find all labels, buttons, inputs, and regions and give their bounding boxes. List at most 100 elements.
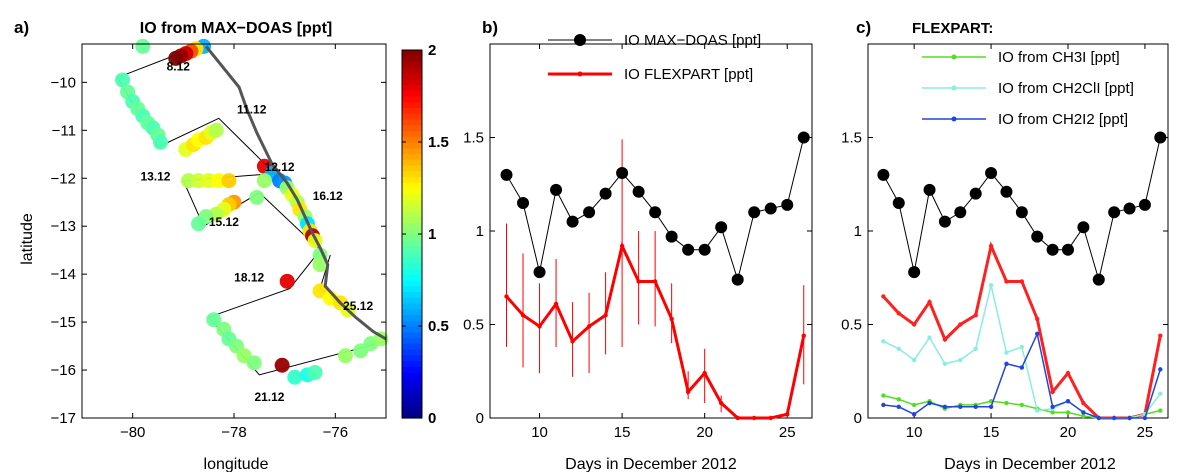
y-tick-label: −16: [51, 362, 76, 379]
data-point: [1015, 206, 1028, 219]
data-point: [550, 183, 563, 196]
scatter-point: [208, 122, 224, 138]
colorbar-segment: [402, 182, 422, 189]
coastline: [204, 45, 387, 341]
data-point: [619, 243, 625, 249]
x-tick-label: 15: [614, 424, 631, 441]
data-point: [1031, 230, 1044, 243]
series-1: [504, 139, 806, 421]
data-point: [1077, 221, 1090, 234]
colorbar: 0 0.5 1 1.5 2: [401, 42, 449, 427]
data-point: [1050, 404, 1055, 409]
colorbar-segment: [402, 107, 422, 114]
data-point: [927, 335, 932, 340]
series-line: [882, 241, 1162, 420]
colorbar-segment: [402, 245, 422, 252]
data-point: [988, 404, 994, 409]
data-point: [533, 266, 546, 279]
data-point: [715, 221, 728, 234]
data-point: [1019, 344, 1025, 350]
x-tick-label: 20: [696, 424, 713, 441]
data-point: [735, 415, 740, 421]
y-tick-label: 1.5: [463, 130, 484, 147]
scatter-point: [287, 369, 303, 385]
y-tick-label: 0: [854, 410, 862, 427]
data-point: [1081, 400, 1086, 406]
panel-b-xlabel: Days in December 2012: [565, 456, 737, 472]
series-1: [881, 241, 1163, 421]
data-point: [632, 185, 645, 198]
y-tick-label: 0.5: [841, 317, 862, 334]
y-tick-label: 1.5: [841, 130, 862, 147]
data-point: [985, 167, 998, 180]
colorbar-tick-label: 1: [428, 226, 436, 243]
data-point: [1035, 331, 1040, 337]
colorbar-segment: [402, 280, 422, 287]
data-point: [942, 337, 948, 342]
y-tick-label: 0.5: [463, 317, 484, 334]
data-point: [942, 404, 948, 409]
data-point: [603, 312, 608, 318]
panel-a-ylabel: latitude: [19, 213, 36, 265]
data-point: [1019, 402, 1025, 408]
legend-label: IO FLEXPART [ppt]: [624, 66, 753, 83]
data-point: [599, 187, 612, 200]
colorbar-segment: [402, 142, 422, 149]
y-tick-label: 1: [854, 223, 862, 240]
colorbar-segment: [402, 119, 422, 126]
colorbar-segment: [402, 239, 422, 247]
date-annotation: 15.12: [209, 215, 239, 229]
colorbar-segment: [402, 337, 422, 344]
data-point: [566, 215, 579, 228]
scatter-point: [307, 364, 323, 380]
data-point: [958, 357, 963, 363]
colorbar-segment: [402, 153, 422, 160]
data-point: [1092, 273, 1105, 286]
colorbar-segment: [402, 165, 422, 172]
colorbar-segment: [402, 50, 422, 57]
data-point: [1096, 415, 1101, 421]
date-annotation: 16.12: [313, 189, 343, 203]
colorbar-segment: [402, 406, 422, 413]
x-tick-label: 10: [531, 424, 548, 441]
data-point: [896, 404, 901, 409]
data-point: [958, 404, 963, 409]
colorbar-segment: [402, 113, 422, 120]
legend-marker: [951, 54, 957, 60]
data-point: [911, 402, 917, 408]
data-point: [731, 273, 744, 286]
panel-c: c) FLEXPART: Days in December 2012 10 15 2…: [841, 18, 1169, 472]
data-point: [781, 198, 794, 211]
data-point: [1142, 415, 1148, 421]
data-point: [896, 397, 901, 402]
data-point: [570, 339, 575, 344]
scatter-point: [249, 189, 265, 205]
data-point: [1123, 202, 1136, 215]
y-tick-label: −15: [51, 314, 76, 331]
data-point: [1004, 279, 1009, 284]
colorbar-tick-label: 0: [428, 410, 436, 427]
x-tick-label: 10: [906, 424, 923, 441]
data-point: [1081, 413, 1086, 419]
data-point: [969, 187, 982, 200]
legend-label: IO from CH2I2 [ppt]: [998, 111, 1128, 128]
legend-marker: [951, 85, 957, 91]
colorbar-segment: [402, 343, 422, 350]
data-point: [881, 339, 886, 344]
panel-a-title: IO from MAX−DOAS [ppt]: [140, 20, 332, 37]
data-point: [520, 312, 526, 318]
legend-label: IO from CH2ClI [ppt]: [998, 80, 1134, 97]
colorbar-segment: [402, 84, 422, 91]
data-point: [553, 301, 559, 307]
scatter-point: [168, 50, 184, 66]
data-point: [517, 196, 530, 209]
y-tick-label: −17: [51, 410, 76, 427]
colorbar-segment: [402, 257, 422, 264]
x-tick-label: −76: [323, 424, 348, 441]
scatter-point: [246, 355, 262, 371]
data-point: [973, 312, 978, 318]
y-tick-label: −14: [51, 266, 76, 283]
date-annotation: 12.12: [265, 160, 295, 174]
scatter-point: [337, 348, 353, 364]
